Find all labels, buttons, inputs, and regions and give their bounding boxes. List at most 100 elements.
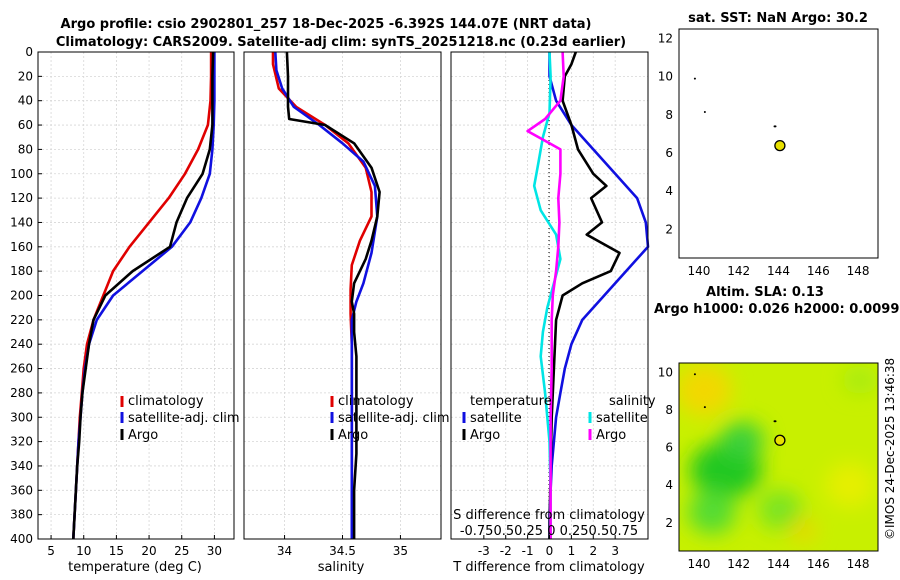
y-tick-label: 100	[10, 167, 33, 181]
figure-title-line2: Climatology: CARS2009. Satellite-adj cli…	[56, 35, 626, 50]
salinity-xlabel: salinity	[318, 560, 365, 575]
x-tick-label: 10	[76, 544, 91, 558]
legend-label-salinity-argo: Argo	[596, 428, 626, 443]
series-line-temperature-satellite	[548, 52, 650, 539]
map-y-tick-label: 2	[665, 516, 673, 530]
y-tick-label: 40	[18, 94, 33, 108]
y-tick-label: 300	[10, 410, 33, 424]
y-tick-label: 320	[10, 435, 33, 449]
x-tick-label: 25	[174, 544, 189, 558]
sla-blob-east	[826, 463, 874, 507]
y-tick-label: 260	[10, 362, 33, 376]
series-line-argo	[72, 51, 215, 540]
track-point	[774, 420, 777, 423]
sst-map-title: sat. SST: NaN Argo: 30.2	[688, 11, 868, 26]
sla-map-frame	[678, 362, 879, 552]
sla-field-blobs	[679, 364, 878, 542]
track-point	[703, 111, 706, 114]
sla-map-marks	[693, 373, 786, 446]
difference-xlabel: T difference from climatology	[452, 560, 645, 575]
sst-map-marks	[693, 77, 786, 152]
x-tick-label: 30	[207, 544, 222, 558]
map-x-tick-label: 142	[727, 557, 750, 571]
difference-legend: temperature salinity satellite Argo sate…	[462, 394, 656, 443]
y-tick-label: 200	[10, 289, 33, 303]
difference-secondary-tick-labels: -0.750.50.25 0 0.250.50.75	[460, 524, 638, 539]
salinity-legend: climatology satellite-adj. clim Argo	[330, 394, 450, 443]
difference-lines	[526, 51, 650, 540]
series-line-salinity-argo	[526, 51, 566, 539]
x-tick-label: 35	[393, 544, 408, 558]
track-point	[693, 373, 696, 376]
temperature-panel: 5 10 15 20 25 3002040608010012014016018020022…	[10, 45, 240, 575]
map-x-tick-label: 144	[767, 264, 790, 278]
sst-map-frame	[678, 28, 879, 259]
sst-map-panel: sat. SST: NaN Argo: 30.2 140 142 144 146 148…	[658, 11, 879, 278]
temperature-xlabel: temperature (deg C)	[68, 560, 202, 575]
sla-map-subtitle: Argo h1000: 0.026 h2000: 0.0099	[654, 302, 899, 317]
difference-secondary-xlabel: S difference from climatology	[453, 508, 645, 523]
map-y-tick-label: 6	[665, 146, 673, 160]
map-y-tick-label: 8	[665, 403, 673, 417]
sla-blob-low	[720, 422, 764, 458]
salinity-lines	[271, 51, 381, 539]
x-tick-label: -2	[500, 544, 512, 558]
y-tick-label: 0	[25, 45, 33, 59]
x-tick-label: 0	[546, 544, 554, 558]
y-tick-label: 20	[18, 69, 33, 83]
y-tick-label: 220	[10, 313, 33, 327]
legend-label-argo: Argo	[128, 428, 158, 443]
y-tick-label: 240	[10, 337, 33, 351]
sst-map-tick-labels: 140 142 144 146 148 2 4 6 8 10 12	[658, 32, 870, 278]
map-x-tick-label: 146	[807, 557, 830, 571]
series-line-salinity-satellite	[532, 51, 562, 539]
map-x-tick-label: 146	[807, 264, 830, 278]
legend-label-temperature-argo: Argo	[470, 428, 500, 443]
legend-label-temperature-satellite: satellite	[470, 411, 522, 426]
imos-watermark: ©IMOS 24-Dec-2025 13:46:38	[883, 358, 897, 540]
legend-label-argo: Argo	[338, 428, 368, 443]
argo-position-marker	[774, 139, 786, 152]
sla-map-tick-labels: 140 142 144 146 148 2 4 6 8 10	[658, 365, 870, 571]
legend-label-climatology: climatology	[128, 394, 204, 409]
series-line-temperature-argo	[548, 51, 621, 540]
argo-position-marker	[774, 434, 786, 446]
map-x-tick-label: 140	[687, 264, 710, 278]
salinity-tick-labels: 34 34.5 35	[277, 535, 408, 558]
difference-tick-labels: -3 -2 -1 0 1 2 3	[478, 535, 619, 558]
sla-blob-south-east	[789, 518, 817, 542]
difference-grid	[451, 51, 648, 540]
track-point	[774, 125, 777, 128]
temperature-tick-labels: 5 10 15 20 25 3002040608010012014016018020022…	[10, 45, 222, 558]
figure-title-line1: Argo profile: csio 2902801_257 18-Dec-20…	[61, 17, 592, 32]
sla-map-panel: Altim. SLA: 0.13 Argo h1000: 0.026 h2000…	[654, 285, 899, 571]
x-tick-label: -1	[522, 544, 534, 558]
x-tick-label: -3	[478, 544, 490, 558]
temperature-grid	[38, 51, 234, 540]
sla-map-title: Altim. SLA: 0.13	[706, 285, 824, 300]
map-x-tick-label: 148	[847, 264, 870, 278]
map-x-tick-label: 140	[687, 557, 710, 571]
y-tick-label: 360	[10, 483, 33, 497]
salinity-panel: 34 34.5 35 salinity climatology satellite-…	[243, 51, 450, 575]
legend-label-salinity-satellite: satellite	[596, 411, 648, 426]
x-tick-label: 2	[589, 544, 597, 558]
sla-blob-high	[679, 364, 732, 416]
map-x-tick-label: 144	[767, 557, 790, 571]
x-tick-label: 1	[568, 544, 576, 558]
y-tick-label: 380	[10, 508, 33, 522]
sla-field	[679, 363, 878, 551]
x-tick-label: 3	[611, 544, 619, 558]
legend-title-salinity: salinity	[609, 394, 656, 409]
map-x-tick-label: 142	[727, 264, 750, 278]
map-y-tick-label: 2	[665, 222, 673, 236]
map-y-tick-label: 10	[658, 365, 673, 379]
legend-label-satellite: satellite-adj. clim	[128, 411, 240, 426]
track-point	[703, 406, 706, 409]
x-tick-label: 20	[141, 544, 156, 558]
map-y-tick-label: 4	[665, 184, 673, 198]
map-y-tick-label: 8	[665, 108, 673, 122]
map-y-tick-label: 6	[665, 441, 673, 455]
y-tick-label: 160	[10, 240, 33, 254]
y-tick-label: 180	[10, 264, 33, 278]
